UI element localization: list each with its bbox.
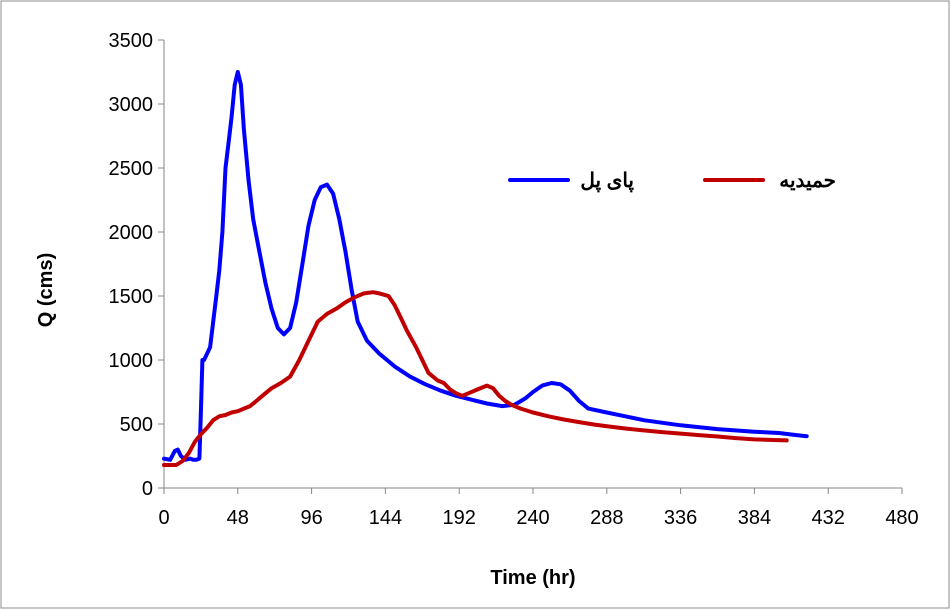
y-tick-label: 500 [120, 414, 153, 436]
legend-label-0: پای پل [580, 170, 634, 192]
y-tick-label: 3500 [109, 30, 154, 52]
axes: 0 500 1000 1500 2000 2500 3000 3500 0 48 96 144 192 2… [109, 30, 919, 529]
y-axis-title: Q (cms) [35, 253, 57, 327]
legend-label-1: حمیدیه [779, 170, 836, 192]
x-tick-label: 48 [227, 507, 249, 529]
x-tick-label: 192 [443, 507, 476, 529]
x-tick-label: 336 [664, 507, 697, 529]
legend: پای پل حمیدیه [508, 170, 836, 192]
x-tick-label: 288 [590, 507, 623, 529]
y-tick-label: 3000 [109, 94, 154, 116]
x-tick-label: 96 [300, 507, 322, 529]
x-tick-label: 240 [516, 507, 549, 529]
series-lines [162, 70, 809, 467]
x-tick-label: 480 [885, 507, 918, 529]
x-axis-title: Time (hr) [490, 567, 575, 589]
y-tick-label: 0 [142, 478, 153, 500]
y-tick-label: 2000 [109, 222, 154, 244]
x-tick-label: 432 [812, 507, 845, 529]
y-tick-label: 2500 [109, 158, 154, 180]
y-tick-label: 1000 [109, 350, 154, 372]
series-line-0 [162, 70, 809, 462]
x-tick-label: 144 [369, 507, 402, 529]
x-tick-label: 0 [158, 507, 169, 529]
x-tick-label: 384 [738, 507, 771, 529]
series-line-1 [162, 290, 789, 467]
y-tick-label: 1500 [109, 286, 154, 308]
